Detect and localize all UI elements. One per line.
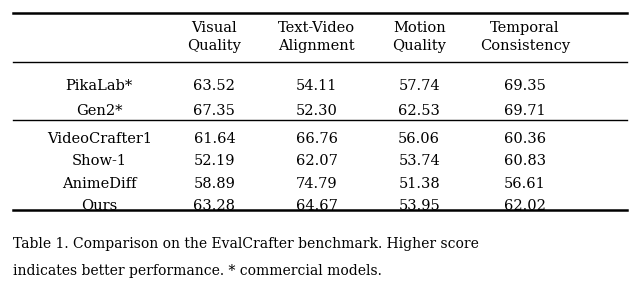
Text: 69.35: 69.35 bbox=[504, 79, 546, 93]
Text: Show-1: Show-1 bbox=[72, 154, 127, 168]
Text: 57.74: 57.74 bbox=[398, 79, 440, 93]
Text: 63.52: 63.52 bbox=[193, 79, 236, 93]
Text: 60.83: 60.83 bbox=[504, 154, 546, 168]
Text: 52.30: 52.30 bbox=[296, 104, 338, 118]
Text: 53.74: 53.74 bbox=[398, 154, 440, 168]
Text: Temporal
Consistency: Temporal Consistency bbox=[480, 21, 570, 53]
Text: 52.19: 52.19 bbox=[194, 154, 235, 168]
Text: Visual
Quality: Visual Quality bbox=[188, 21, 241, 53]
Text: 62.02: 62.02 bbox=[504, 199, 546, 213]
Text: Table 1. Comparison on the EvalCrafter benchmark. Higher score: Table 1. Comparison on the EvalCrafter b… bbox=[13, 237, 479, 251]
Text: Gen2*: Gen2* bbox=[76, 104, 122, 118]
Text: Motion
Quality: Motion Quality bbox=[392, 21, 446, 53]
Text: 61.64: 61.64 bbox=[193, 132, 236, 146]
Text: 56.61: 56.61 bbox=[504, 176, 546, 191]
Text: Text-Video
Alignment: Text-Video Alignment bbox=[278, 21, 355, 53]
Text: PikaLab*: PikaLab* bbox=[65, 79, 133, 93]
Text: Ours: Ours bbox=[81, 199, 117, 213]
Text: 58.89: 58.89 bbox=[193, 176, 236, 191]
Text: VideoCrafter1: VideoCrafter1 bbox=[47, 132, 152, 146]
Text: 62.53: 62.53 bbox=[398, 104, 440, 118]
Text: 56.06: 56.06 bbox=[398, 132, 440, 146]
Text: 60.36: 60.36 bbox=[504, 132, 546, 146]
Text: AnimeDiff: AnimeDiff bbox=[62, 176, 136, 191]
Text: 67.35: 67.35 bbox=[193, 104, 236, 118]
Text: 62.07: 62.07 bbox=[296, 154, 338, 168]
Text: 53.95: 53.95 bbox=[398, 199, 440, 213]
Text: 64.67: 64.67 bbox=[296, 199, 338, 213]
Text: 51.38: 51.38 bbox=[398, 176, 440, 191]
Text: 69.71: 69.71 bbox=[504, 104, 546, 118]
Text: indicates better performance. * commercial models.: indicates better performance. * commerci… bbox=[13, 264, 381, 278]
Text: 54.11: 54.11 bbox=[296, 79, 337, 93]
Text: 66.76: 66.76 bbox=[296, 132, 338, 146]
Text: 74.79: 74.79 bbox=[296, 176, 338, 191]
Text: 63.28: 63.28 bbox=[193, 199, 236, 213]
